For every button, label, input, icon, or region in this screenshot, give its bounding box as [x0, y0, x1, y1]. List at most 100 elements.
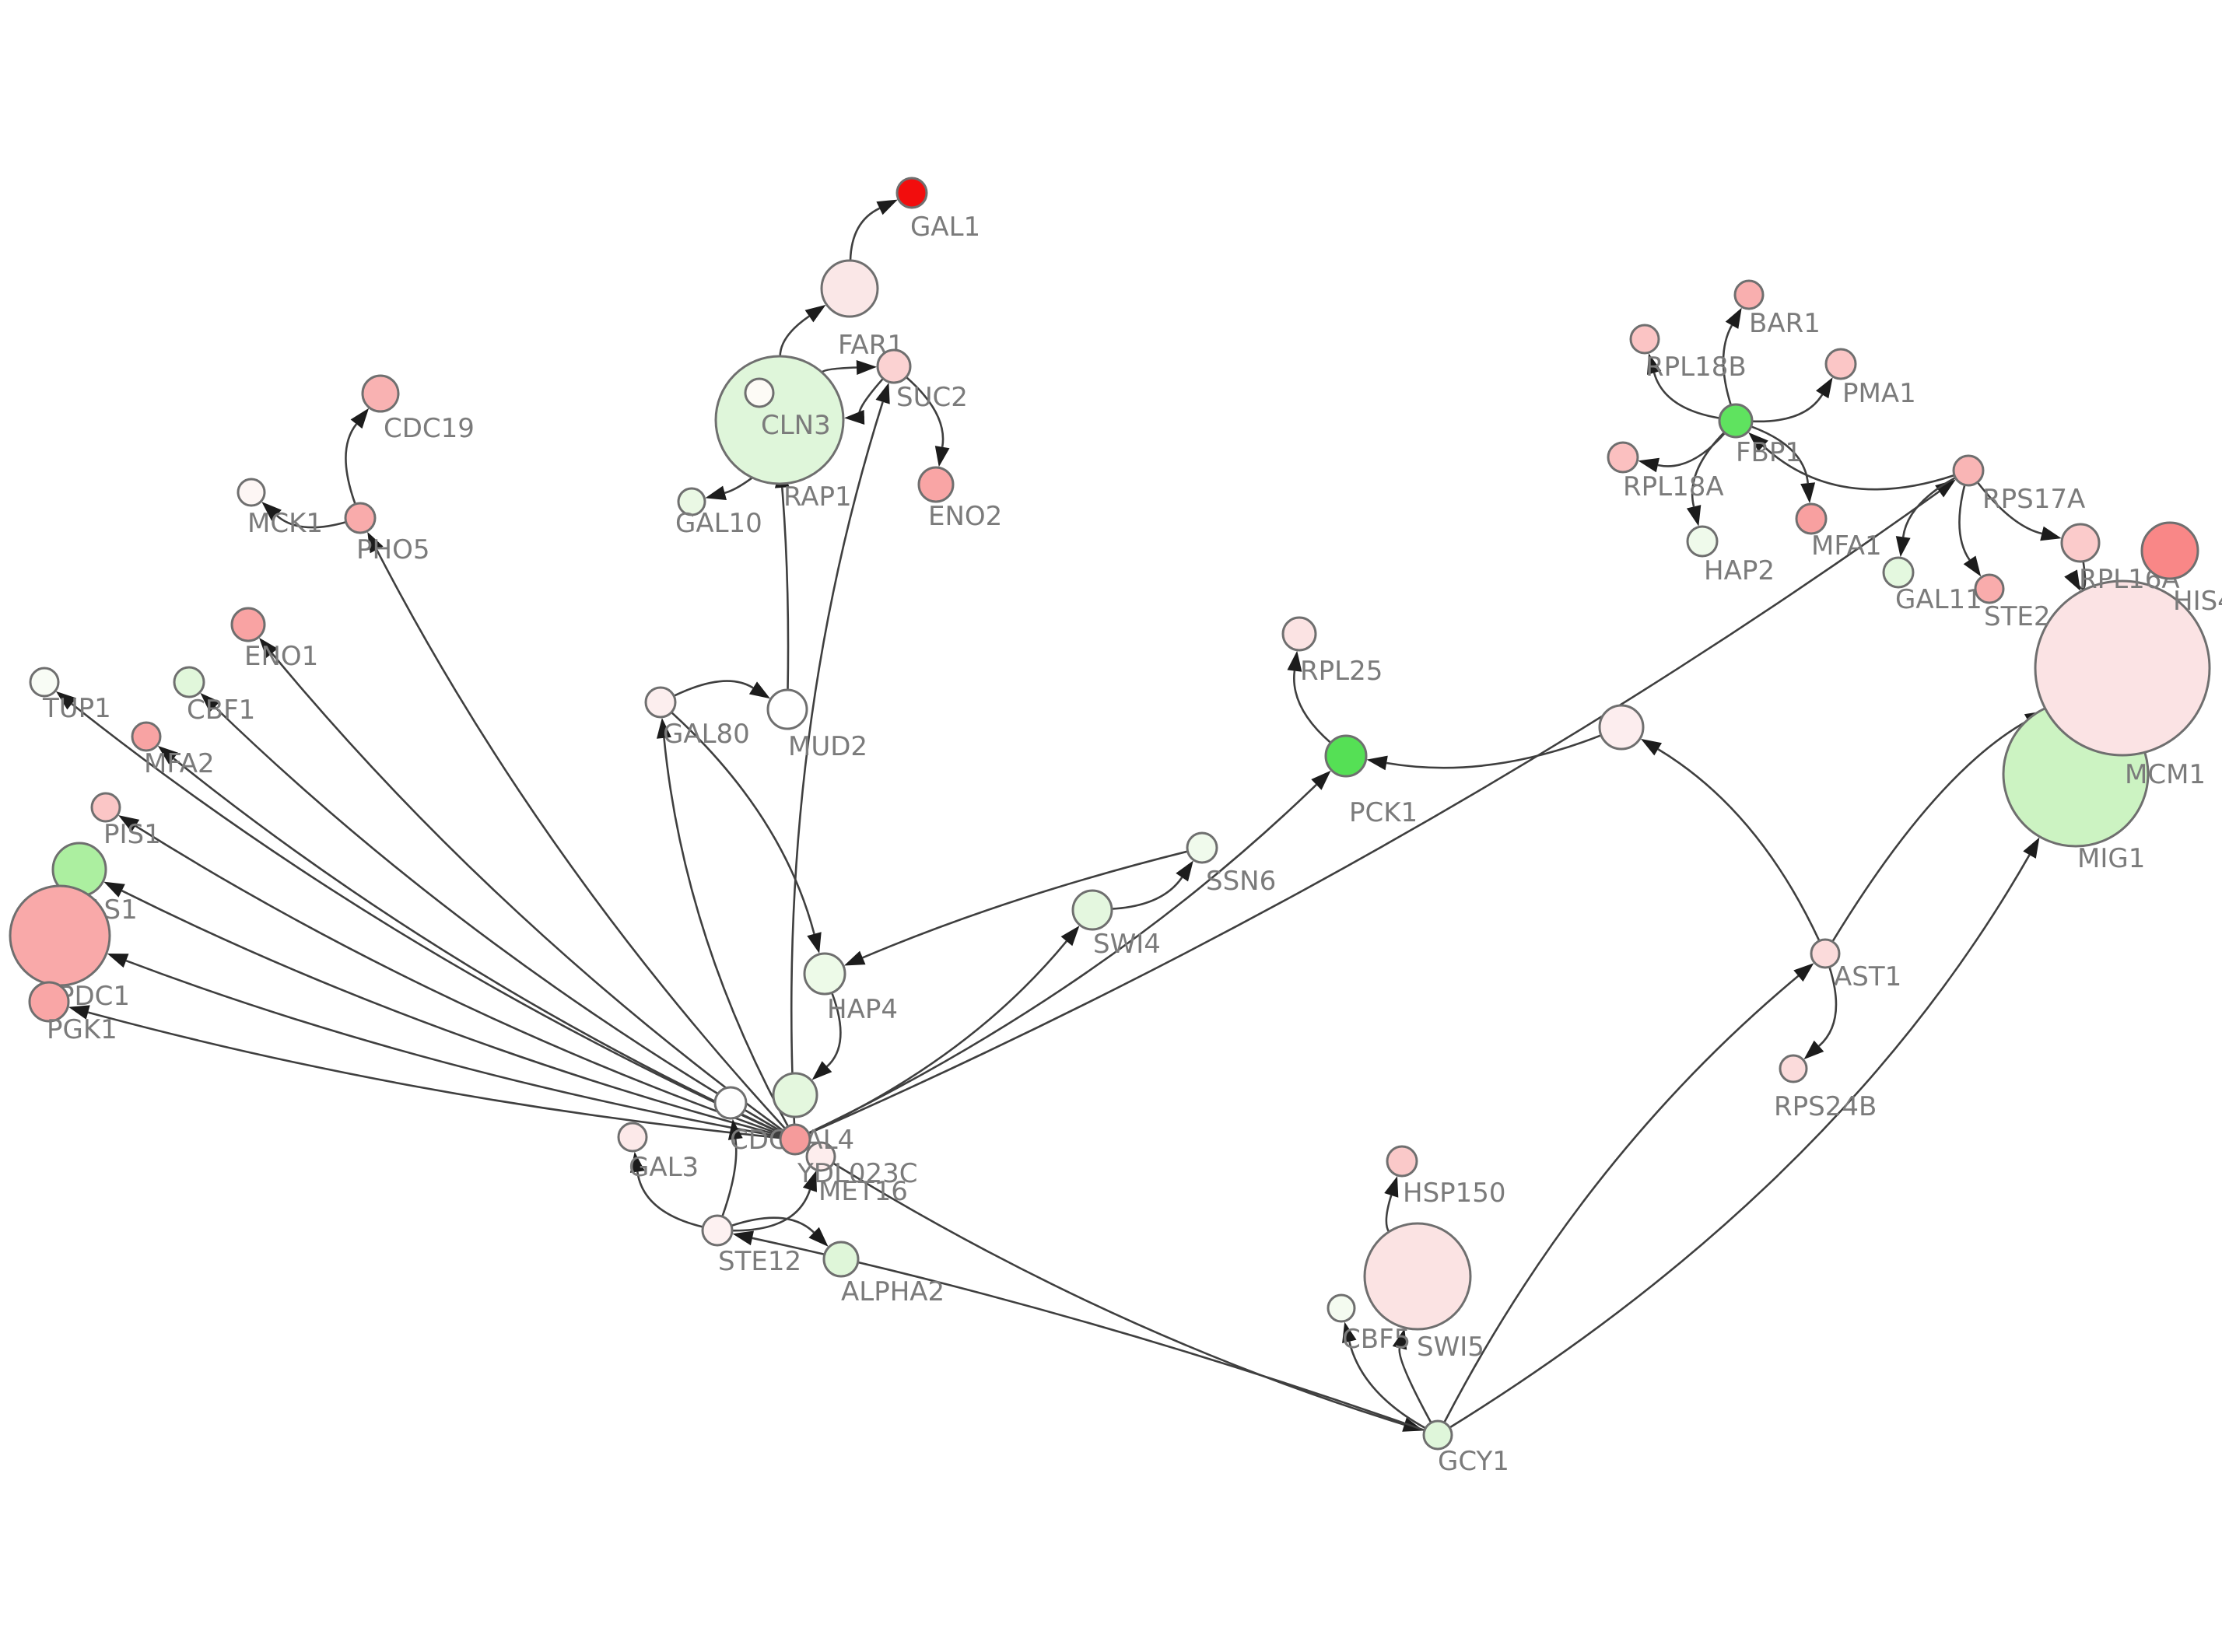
edge-GCY1-CBF5[interactable] — [1348, 1341, 1426, 1430]
node-ENO1[interactable] — [230, 607, 266, 642]
edge-YDL023C-CBF1[interactable] — [214, 706, 783, 1133]
edge-SWI5-HSP150[interactable] — [1385, 1195, 1393, 1233]
node-PIS1[interactable] — [90, 792, 121, 823]
node-MFA1[interactable] — [1795, 502, 1828, 535]
node-HAP2[interactable] — [1686, 525, 1719, 558]
node-HAP4[interactable] — [803, 952, 846, 996]
edge-GCY1-AST1[interactable] — [1443, 975, 1800, 1423]
edge-YDL023C-PCK1[interactable] — [808, 783, 1317, 1134]
node-MCM1[interactable] — [2034, 579, 2211, 757]
node-BAR1[interactable] — [1733, 279, 1765, 310]
node-node-a[interactable] — [744, 377, 775, 408]
node-PGK1[interactable] — [28, 981, 70, 1023]
node-GAL3[interactable] — [617, 1122, 648, 1153]
edge-YDL023C-RPS17A[interactable] — [808, 490, 1940, 1135]
node-RPS24B[interactable] — [1779, 1054, 1808, 1083]
node-MUD2[interactable] — [766, 688, 808, 730]
node-YDL023C[interactable] — [779, 1123, 811, 1156]
node-PHO5[interactable] — [344, 502, 377, 534]
edge-YDL023C-RAS1[interactable] — [121, 890, 781, 1137]
edge-GAL80-MUD2[interactable] — [673, 680, 754, 697]
node-SWI4[interactable] — [1071, 889, 1113, 931]
node-CDC6[interactable] — [713, 1086, 748, 1120]
edge-STE12-ALPHA2[interactable] — [731, 1216, 815, 1234]
node-CBF5[interactable] — [1327, 1293, 1356, 1323]
edge-SWI4-SSN6[interactable] — [1111, 877, 1183, 910]
node-CBF1[interactable] — [173, 666, 205, 698]
edge-RPS17A-FBP1[interactable] — [1762, 445, 1955, 491]
node-HIS4[interactable] — [2140, 521, 2199, 580]
edge-FBP1-BAR1[interactable] — [1722, 324, 1733, 406]
edge-FBP1-PMA1[interactable] — [1751, 394, 1824, 423]
node-SUC2[interactable] — [876, 348, 912, 384]
edge-GCY1-MIG1[interactable] — [1449, 854, 2031, 1429]
edge-FBP1-RPL18B[interactable] — [1652, 372, 1720, 419]
node-GAL1[interactable] — [895, 177, 928, 209]
node-ALPHA2[interactable] — [822, 1241, 860, 1278]
node-AST1[interactable] — [1810, 938, 1841, 969]
edge-SUC2-ENO2[interactable] — [905, 376, 945, 447]
edge-AST1-node-b[interactable] — [1657, 748, 1821, 942]
node-HSP150[interactable] — [1386, 1145, 1418, 1178]
edge-YDL023C-SUC2[interactable] — [790, 401, 884, 1125]
node-FAR1[interactable] — [820, 259, 879, 318]
edge-CLN3-FAR1[interactable] — [779, 315, 810, 357]
node-MFA2[interactable] — [131, 721, 162, 752]
node-RPL16A[interactable] — [2060, 523, 2101, 563]
edge-HAP4-GAL4[interactable] — [826, 992, 842, 1068]
node-GAL80[interactable] — [644, 686, 677, 719]
edge-PHO5-CDC19[interactable] — [345, 423, 358, 505]
node-RPL18A[interactable] — [1607, 441, 1639, 474]
edge-GCY1-SWI5[interactable] — [1398, 1347, 1432, 1423]
edge-SSN6-HAP4[interactable] — [862, 850, 1188, 959]
edge-AST1-RPS24B[interactable] — [1818, 966, 1838, 1047]
node-RPS17A[interactable] — [1952, 454, 1985, 487]
node-GAL11[interactable] — [1882, 556, 1915, 589]
edge-PHO5-MCK1[interactable] — [275, 514, 347, 529]
edge-YDL023C-PGK1[interactable] — [87, 1011, 781, 1139]
edge-YDL023C-GAL80[interactable] — [663, 737, 790, 1127]
edge-RPS17A-RPL16A[interactable] — [1976, 481, 2042, 535]
edge-GAL80-HAP4[interactable] — [671, 711, 815, 935]
node-SSN6[interactable] — [1186, 831, 1218, 864]
edge-RPS17A-GAL11[interactable] — [1901, 477, 1956, 537]
node-PDC1[interactable] — [9, 884, 111, 987]
node-GAL4[interactable] — [772, 1072, 818, 1118]
edge-STE12-CDC6[interactable] — [721, 1139, 738, 1217]
edge-YDL023C-GCY1[interactable] — [807, 1146, 1405, 1426]
edge-FBP1-RPL18A[interactable] — [1657, 432, 1726, 467]
node-PMA1[interactable] — [1824, 348, 1857, 380]
edge-YDL023C-PHO5[interactable] — [376, 549, 787, 1129]
edge-YDL023C-SWI4[interactable] — [808, 940, 1067, 1135]
node-SWI5[interactable] — [1363, 1222, 1472, 1331]
edge-STE12-MET16[interactable] — [731, 1189, 811, 1232]
node-RPL18B[interactable] — [1629, 324, 1660, 355]
edge-STE12-GAL3[interactable] — [636, 1171, 703, 1228]
node-PCK1[interactable] — [1324, 734, 1368, 778]
edge-AST1-MCM1[interactable] — [1831, 719, 2029, 943]
node-RPL25[interactable] — [1281, 616, 1317, 652]
node-node-b[interactable] — [1598, 704, 1645, 751]
node-ENO2[interactable] — [917, 466, 955, 503]
edge-PCK1-RPL25[interactable] — [1293, 670, 1332, 744]
edge-FAR1-GAL1[interactable] — [849, 207, 881, 261]
edge-YDL023C-PIS1[interactable] — [135, 824, 782, 1136]
node-GAL10[interactable] — [677, 487, 706, 516]
node-GCY1[interactable] — [1422, 1419, 1453, 1451]
edge-YDL023C-PDC1[interactable] — [125, 959, 781, 1138]
edge-FBP1-HAP2[interactable] — [1691, 431, 1726, 507]
node-MCK1[interactable] — [237, 478, 266, 507]
edge-node-b-PCK1[interactable] — [1386, 734, 1602, 769]
node-TUP1[interactable] — [29, 667, 60, 698]
edge-YDL023C-ENO1[interactable] — [271, 653, 784, 1132]
node-CDC19[interactable] — [361, 374, 400, 413]
edge-MUD2-RAP1[interactable] — [781, 487, 790, 691]
edge-YDL023C-TUP1[interactable] — [71, 702, 783, 1135]
edge-CLN3-SUC2[interactable] — [821, 366, 857, 373]
edge-RPS17A-STE2[interactable] — [1958, 485, 1971, 561]
node-FBP1[interactable] — [1718, 403, 1754, 439]
node-MET16[interactable] — [805, 1141, 836, 1172]
edge-YDL023C-MFA2[interactable] — [173, 758, 783, 1135]
node-STE12[interactable] — [701, 1214, 734, 1247]
